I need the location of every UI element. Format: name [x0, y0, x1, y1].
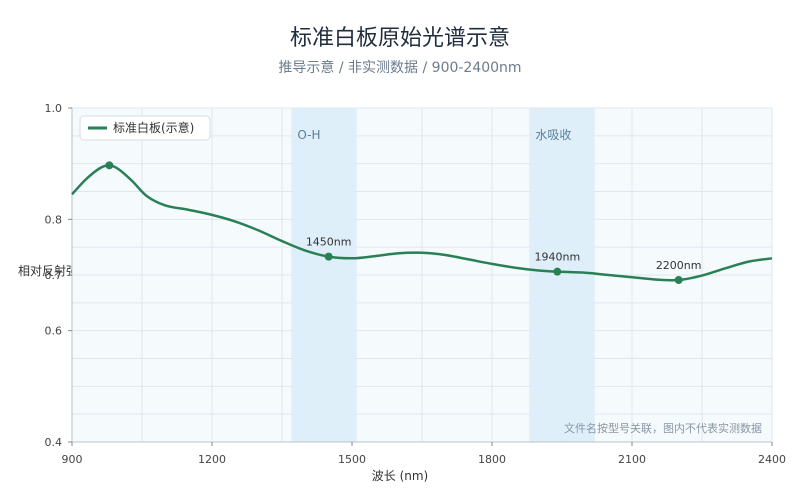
region-label: 水吸收: [535, 128, 571, 142]
x-tick-label: 900: [62, 453, 83, 466]
data-label: 1940nm: [534, 251, 580, 264]
x-tick-label: 1500: [338, 453, 366, 466]
data-point: [674, 276, 683, 285]
chart-subtitle: 推导示意 / 非实测数据 / 900-2400nm: [278, 60, 522, 76]
x-axis-label: 波长 (nm): [371, 469, 429, 483]
data-label: 2200nm: [656, 259, 702, 272]
series-line: [71, 164, 773, 282]
x-tick-label: 2100: [618, 453, 646, 466]
y-tick-label: 0.6: [45, 325, 63, 338]
chart-title: 标准白板原始光谱示意: [289, 26, 510, 51]
legend-label: 标准白板(示意): [113, 120, 194, 135]
y-tick-label: 0.7: [45, 269, 63, 282]
data-point: [324, 252, 333, 261]
region-label: O-H: [297, 128, 320, 142]
chart-annotation: 文件名按型号关联，图内不代表实测数据: [564, 421, 762, 435]
y-tick-label: 1.0: [45, 102, 63, 115]
absorption-region: [529, 108, 595, 442]
data-point: [105, 161, 114, 170]
x-tick-label: 1800: [478, 453, 506, 466]
absorption-region: [291, 108, 357, 442]
data-label: 1450nm: [306, 236, 352, 249]
x-tick-label: 1200: [198, 453, 226, 466]
y-tick-label: 0.4: [45, 436, 63, 449]
y-tick-label: 0.8: [45, 213, 63, 226]
x-tick-label: 2400: [758, 453, 786, 466]
legend-box: [79, 115, 211, 141]
data-point: [553, 267, 562, 276]
